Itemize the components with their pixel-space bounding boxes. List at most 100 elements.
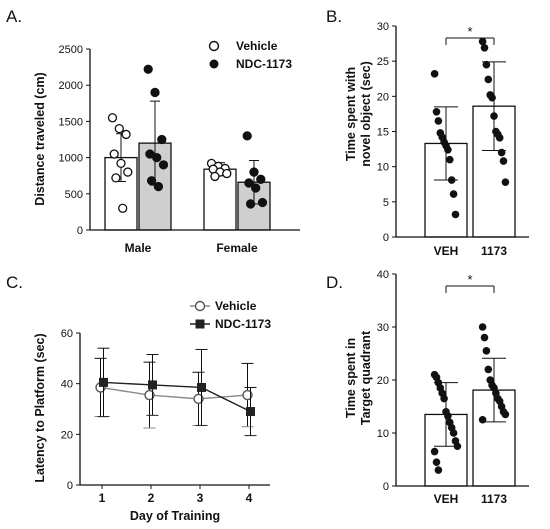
panel-d-letter: D.: [326, 273, 343, 292]
data-point: [478, 415, 487, 424]
data-point: [432, 458, 441, 466]
x-tick-label: 1: [99, 491, 106, 505]
data-point: [109, 149, 119, 159]
legend-ndc-marker: [195, 319, 205, 329]
data-point: [146, 176, 157, 186]
panel-a-bars: [104, 64, 271, 231]
data-point: [451, 210, 460, 219]
data-point: [430, 447, 439, 456]
category-label: 1173: [481, 492, 507, 506]
data-point: [501, 178, 510, 186]
data-point: [449, 190, 458, 198]
y-tick-label: 0: [383, 481, 389, 493]
panel-a-legend: Vehicle NDC-1173: [208, 39, 292, 71]
data-point: [478, 37, 487, 46]
legend-ndc-label: NDC-1173: [215, 317, 271, 331]
data-point: [482, 347, 491, 355]
data-point: [143, 64, 153, 74]
panel-b-bars: [424, 37, 516, 238]
data-point: [495, 134, 504, 142]
category-label: Male: [125, 241, 152, 255]
data-point: [256, 174, 266, 184]
y-tick-label: 500: [65, 189, 83, 201]
panel-b-categories: VEH 1173: [434, 244, 508, 258]
panel-c-xticks: 1 2 3 4: [99, 485, 253, 505]
significance-marker: *: [467, 272, 472, 287]
y-tick-label: 60: [61, 328, 73, 340]
panel-a-categories: Male Female: [125, 241, 258, 255]
legend-vehicle-label: Vehicle: [236, 39, 278, 53]
data-point: [434, 466, 443, 474]
data-point: [449, 429, 458, 437]
legend-ndc-marker: [209, 59, 219, 69]
x-tick-label: 3: [197, 491, 204, 505]
y-tick-label: 20: [377, 91, 389, 103]
data-point: [153, 181, 164, 192]
bar-vehicle: [203, 168, 237, 231]
panel-a: A. Distance traveled (cm) 0 500 1000 1500 20…: [6, 7, 300, 255]
data-point: [501, 410, 510, 419]
y-tick-label: 25: [377, 56, 389, 68]
panel-b-significance: *: [445, 24, 495, 45]
category-label: VEH: [434, 492, 459, 506]
data-point: [430, 70, 439, 78]
data-point: [499, 157, 508, 165]
panel-c-letter: C.: [6, 273, 23, 292]
x-tick-label: 4: [246, 491, 253, 505]
data-point: [158, 160, 169, 170]
category-label: VEH: [434, 244, 459, 258]
data-point: [111, 173, 121, 183]
data-point: [107, 113, 118, 123]
panel-a-yticks: 0 500 1000 1500 2000 2500: [59, 44, 90, 237]
panel-c-lines: [94, 347, 257, 437]
ndc1173-point: [197, 382, 206, 392]
panel-b-yticks: 0 5 10 15 20 25 30: [377, 21, 396, 244]
legend-ndc-label: NDC-1173: [236, 57, 292, 71]
y-tick-label: 30: [377, 322, 389, 334]
panel-d-yticks: 0 10 20 30 40: [377, 269, 396, 493]
y-tick-label: 10: [377, 162, 389, 174]
ndc1173-point: [246, 407, 255, 417]
significance-marker: *: [467, 24, 472, 39]
y-tick-label: 1500: [59, 116, 83, 128]
y-tick-label: 0: [67, 480, 73, 492]
panel-a-ylabel: Distance traveled (cm): [33, 72, 47, 205]
data-point: [222, 168, 232, 179]
data-point: [432, 108, 441, 116]
data-point: [118, 203, 128, 213]
panel-d-ylabel-line1: Time spent in: [344, 338, 358, 418]
data-point: [484, 75, 493, 84]
panel-b-ylabel-line2: novel object (sec): [359, 61, 373, 167]
panel-c-xlabel: Day of Training: [130, 509, 220, 523]
data-point: [440, 394, 448, 403]
panel-d: D. Time spent in Target quadrant 0 10 20 30…: [326, 269, 529, 506]
data-point: [478, 323, 487, 331]
panel-c-yticks: 0 20 40 60: [61, 328, 80, 492]
panel-d-bars: [424, 323, 516, 487]
panel-d-categories: VEH 1173: [434, 492, 508, 506]
y-tick-label: 30: [377, 21, 389, 33]
data-point: [480, 333, 489, 342]
data-point: [434, 117, 443, 125]
y-tick-label: 10: [377, 428, 389, 440]
panel-b: B. Time spent with novel object (sec) 0 5…: [326, 7, 529, 258]
panel-a-axis: [89, 49, 300, 231]
legend-vehicle-marker: [194, 300, 206, 312]
legend-vehicle-label: Vehicle: [215, 299, 257, 313]
data-point: [257, 197, 268, 208]
panel-c: C. Latency to Platform (sec) 0 20 40 60 1 2 3…: [6, 273, 271, 523]
data-point: [482, 60, 491, 69]
y-tick-label: 0: [77, 225, 83, 237]
vehicle-line: [100, 386, 248, 400]
x-tick-label: 2: [148, 491, 155, 505]
panel-b-ylabel-line1: Time spent with: [344, 67, 358, 161]
y-tick-label: 1000: [59, 153, 83, 165]
panel-b-axis: [395, 26, 529, 238]
data-point: [446, 155, 454, 164]
y-tick-label: 2000: [59, 80, 83, 92]
data-point: [150, 87, 160, 98]
category-label: Female: [216, 241, 258, 255]
panel-c-ylabel: Latency to Platform (sec): [33, 333, 47, 482]
data-point: [444, 145, 452, 154]
data-point: [497, 148, 506, 157]
